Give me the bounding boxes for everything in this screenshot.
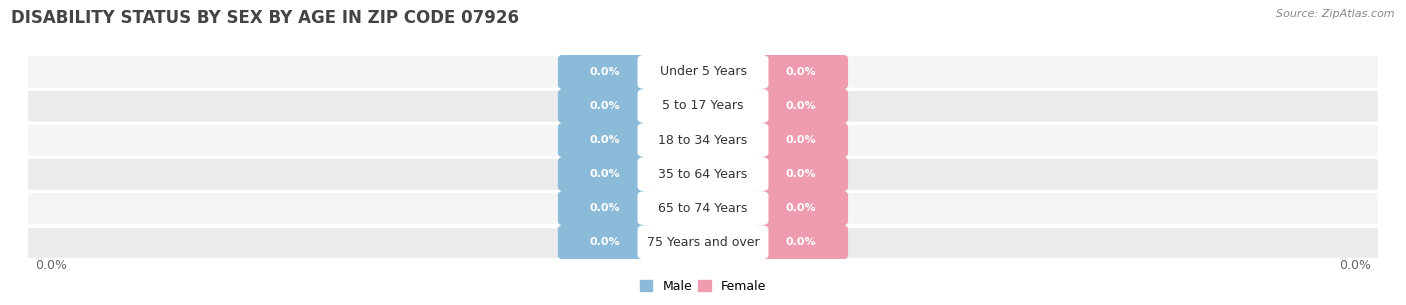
Text: 0.0%: 0.0% [591, 67, 620, 77]
Text: Under 5 Years: Under 5 Years [659, 66, 747, 78]
Text: DISABILITY STATUS BY SEX BY AGE IN ZIP CODE 07926: DISABILITY STATUS BY SEX BY AGE IN ZIP C… [11, 9, 519, 27]
FancyBboxPatch shape [28, 158, 1378, 190]
FancyBboxPatch shape [28, 192, 1378, 224]
Text: 5 to 17 Years: 5 to 17 Years [662, 99, 744, 113]
Text: 35 to 64 Years: 35 to 64 Years [658, 168, 748, 181]
Text: 65 to 74 Years: 65 to 74 Years [658, 202, 748, 215]
FancyBboxPatch shape [28, 124, 1378, 156]
FancyBboxPatch shape [637, 225, 769, 259]
Text: 0.0%: 0.0% [786, 67, 815, 77]
FancyBboxPatch shape [637, 157, 769, 191]
Text: Source: ZipAtlas.com: Source: ZipAtlas.com [1277, 9, 1395, 19]
Text: 18 to 34 Years: 18 to 34 Years [658, 134, 748, 146]
FancyBboxPatch shape [28, 56, 1378, 88]
FancyBboxPatch shape [754, 54, 848, 90]
Text: 0.0%: 0.0% [786, 169, 815, 179]
Text: 0.0%: 0.0% [591, 101, 620, 111]
FancyBboxPatch shape [558, 54, 652, 90]
Text: 0.0%: 0.0% [1339, 259, 1371, 272]
FancyBboxPatch shape [28, 227, 1378, 258]
FancyBboxPatch shape [637, 55, 769, 89]
Text: 0.0%: 0.0% [591, 237, 620, 247]
FancyBboxPatch shape [754, 156, 848, 192]
FancyBboxPatch shape [558, 190, 652, 226]
FancyBboxPatch shape [637, 123, 769, 157]
FancyBboxPatch shape [754, 88, 848, 124]
FancyBboxPatch shape [558, 122, 652, 158]
Text: 75 Years and over: 75 Years and over [647, 236, 759, 249]
Text: 0.0%: 0.0% [786, 135, 815, 145]
FancyBboxPatch shape [637, 191, 769, 225]
FancyBboxPatch shape [754, 122, 848, 158]
FancyBboxPatch shape [754, 190, 848, 226]
Text: 0.0%: 0.0% [35, 259, 67, 272]
Text: 0.0%: 0.0% [591, 203, 620, 213]
FancyBboxPatch shape [28, 90, 1378, 122]
FancyBboxPatch shape [558, 224, 652, 260]
Text: 0.0%: 0.0% [786, 203, 815, 213]
Text: 0.0%: 0.0% [591, 135, 620, 145]
FancyBboxPatch shape [558, 88, 652, 124]
Text: 0.0%: 0.0% [786, 101, 815, 111]
Text: 0.0%: 0.0% [786, 237, 815, 247]
Legend: Male, Female: Male, Female [636, 275, 770, 298]
Text: 0.0%: 0.0% [591, 169, 620, 179]
FancyBboxPatch shape [754, 224, 848, 260]
FancyBboxPatch shape [558, 156, 652, 192]
FancyBboxPatch shape [637, 89, 769, 123]
